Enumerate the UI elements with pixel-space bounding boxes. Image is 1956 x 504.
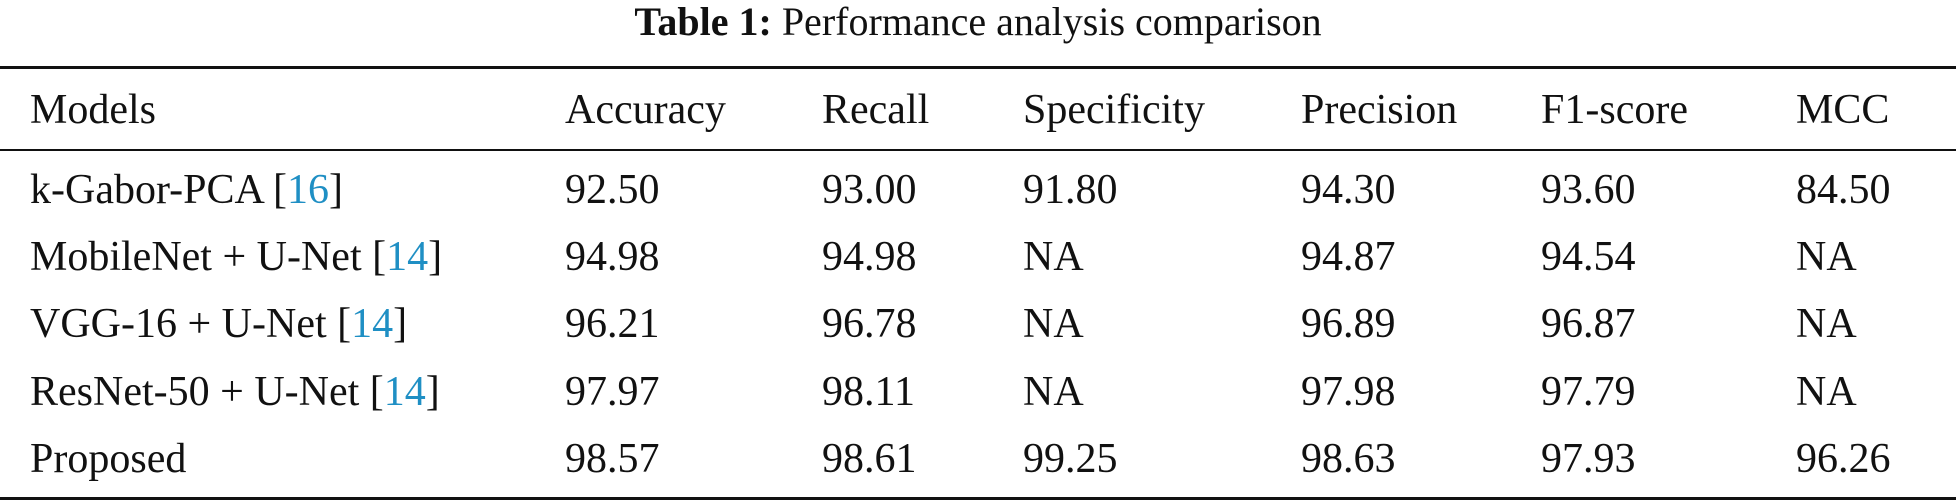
value-cell: 94.54	[1541, 234, 1636, 280]
value-cell: NA	[1023, 234, 1084, 280]
value-cell: 98.61	[822, 436, 917, 482]
value-cell: NA	[1796, 369, 1857, 415]
header-cell: Precision	[1301, 87, 1458, 133]
value-cell: 97.98	[1301, 369, 1396, 415]
header-cell: Models	[30, 87, 156, 133]
model-name: k-Gabor-PCA	[30, 167, 263, 213]
citation: [16]	[272, 167, 343, 213]
model-name: ResNet-50 + U-Net	[30, 369, 360, 415]
value-cell: 93.60	[1541, 167, 1636, 213]
header-cell: F1-score	[1541, 87, 1688, 133]
citation: [14]	[369, 369, 440, 415]
value-cell: 96.26	[1796, 436, 1891, 482]
model-name: VGG-16 + U-Net	[30, 301, 327, 347]
model-cell: k-Gabor-PCA [16]	[30, 166, 343, 214]
value-cell: 97.97	[565, 369, 660, 415]
bottom-rule	[0, 497, 1956, 500]
value-cell: NA	[1023, 301, 1084, 347]
mid-rule	[0, 149, 1956, 151]
value-cell: 98.57	[565, 436, 660, 482]
value-cell: 84.50	[1796, 167, 1891, 213]
value-cell: 96.21	[565, 301, 660, 347]
value-cell: 94.98	[565, 234, 660, 280]
caption-label: Table 1:	[634, 0, 772, 44]
header-cell: Accuracy	[565, 87, 726, 133]
model-name: Proposed	[30, 436, 187, 482]
value-cell: 93.00	[822, 167, 917, 213]
model-cell: VGG-16 + U-Net [14]	[30, 300, 407, 348]
value-cell: 94.30	[1301, 167, 1396, 213]
value-cell: 99.25	[1023, 436, 1118, 482]
citation: [14]	[337, 301, 408, 347]
value-cell: 96.87	[1541, 301, 1636, 347]
header-cell: Recall	[822, 87, 930, 133]
value-cell: NA	[1023, 369, 1084, 415]
model-name: MobileNet + U-Net	[30, 234, 362, 280]
value-cell: NA	[1796, 301, 1857, 347]
value-cell: 96.89	[1301, 301, 1396, 347]
value-cell: 92.50	[565, 167, 660, 213]
value-cell: 98.11	[822, 369, 915, 415]
value-cell: 94.87	[1301, 234, 1396, 280]
model-cell: ResNet-50 + U-Net [14]	[30, 368, 440, 416]
model-cell: Proposed	[30, 435, 186, 483]
header-cell: Specificity	[1023, 87, 1205, 133]
caption-text: Performance analysis comparison	[781, 0, 1322, 44]
value-cell: 98.63	[1301, 436, 1396, 482]
top-rule	[0, 66, 1956, 69]
value-cell: 91.80	[1023, 167, 1118, 213]
value-cell: NA	[1796, 234, 1857, 280]
model-cell: MobileNet + U-Net [14]	[30, 233, 442, 281]
value-cell: 94.98	[822, 234, 917, 280]
table-caption: Table 1: Performance analysis comparison	[0, 0, 1956, 44]
value-cell: 97.93	[1541, 436, 1636, 482]
value-cell: 97.79	[1541, 369, 1636, 415]
header-cell: MCC	[1796, 87, 1890, 133]
value-cell: 96.78	[822, 301, 917, 347]
citation: [14]	[372, 234, 443, 280]
